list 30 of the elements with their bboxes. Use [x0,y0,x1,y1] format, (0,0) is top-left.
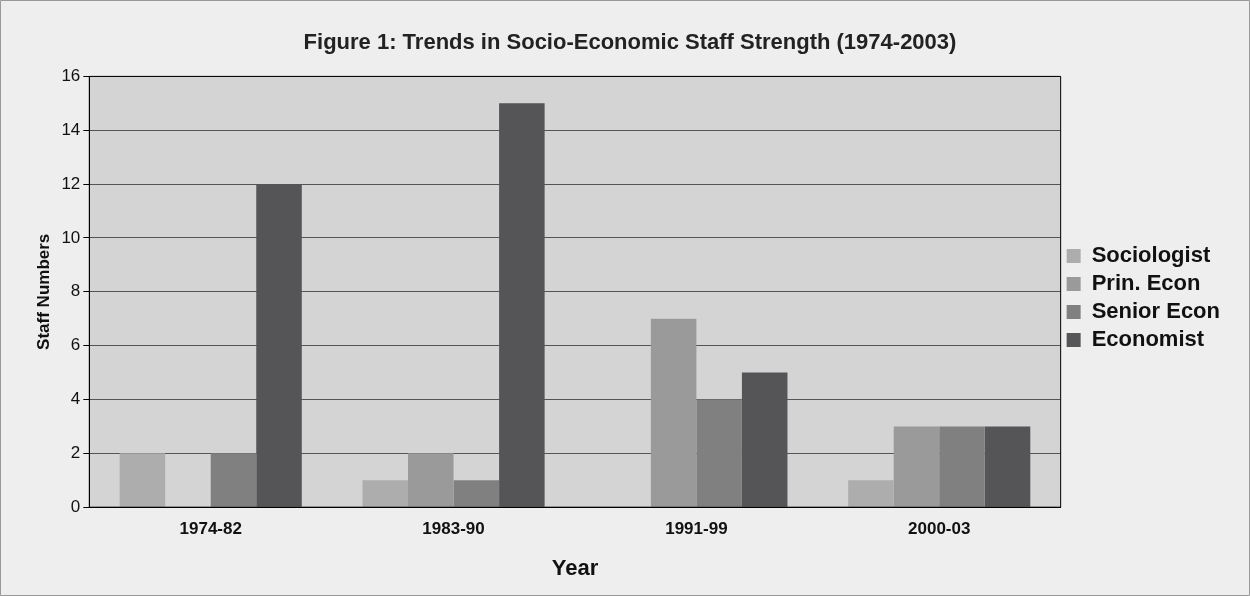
y-tick-label: 4 [70,389,81,409]
legend-label: Senior Econ [1091,298,1220,324]
y-tick-label: 8 [70,281,81,301]
bar [210,453,257,507]
y-axis-title: Staff Numbers [33,233,53,350]
legend-label: Sociologist [1091,242,1211,268]
y-tick-label: 14 [61,119,81,139]
y-tick-label: 2 [70,443,81,463]
legend-label: Prin. Econ [1091,270,1201,296]
bar [939,426,985,507]
x-tick-label: 1991-99 [665,519,728,539]
bar [119,453,166,507]
y-tick-label: 6 [70,335,81,355]
chart-title: Figure 1: Trends in Socio-Economic Staff Strength (1974-2003) [303,29,957,55]
y-tick-label: 0 [70,496,81,516]
bar [453,480,500,507]
y-tick-label: 12 [61,173,81,193]
bar [893,426,940,507]
bar [362,480,409,507]
bar [848,480,894,507]
x-tick-label: 2000-03 [908,519,971,539]
bar [408,453,454,507]
x-tick-label: 1974-82 [179,519,242,539]
y-tick-label: 16 [61,66,81,86]
bar [696,399,742,507]
x-axis-title: Year [551,554,599,580]
x-tick-label: 1983-90 [422,519,485,539]
y-tick-label: 10 [61,227,81,247]
bar [650,318,697,507]
legend-label: Economist [1091,326,1205,352]
